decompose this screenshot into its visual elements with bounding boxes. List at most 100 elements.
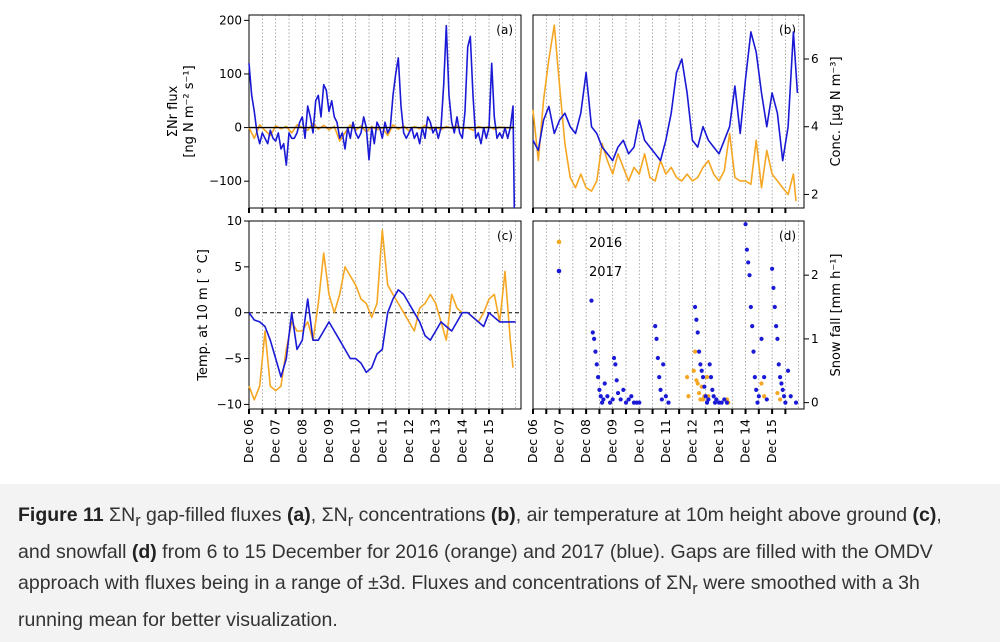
y-tick-label: −100 [209, 174, 242, 188]
scatter-point-2017 [629, 394, 634, 399]
caption-panel-a: (a) [286, 504, 311, 526]
panel-label-c: (c) [497, 229, 513, 243]
scatter-point-2017 [779, 381, 784, 386]
x-tick-label: Dec 10 [631, 419, 646, 463]
scatter-point-2017 [699, 368, 704, 373]
scatter-point-2017 [602, 381, 607, 386]
caption-panel-b: (b) [490, 504, 516, 526]
caption-sub-3: r [692, 579, 698, 598]
scatter-point-2017 [590, 330, 595, 335]
scatter-point-2017 [692, 304, 698, 310]
scatter-point-2017 [793, 400, 799, 405]
caption-text-7: from 6 to 15 December for 2016 (orange) … [18, 540, 933, 594]
series-line-2017 [532, 31, 799, 162]
x-tick-label: Dec 09 [321, 419, 336, 463]
scatter-point-2017 [785, 368, 791, 373]
scatter-point-2017 [788, 394, 793, 399]
y-tick-label: 100 [219, 67, 242, 81]
x-tick-label: Dec 11 [658, 419, 673, 463]
scatter-point-2017 [711, 394, 716, 399]
scatter-point-2016 [704, 375, 710, 380]
panel-frame-d [532, 220, 805, 410]
panel-label-a: (a) [496, 23, 513, 37]
y-axis-label: ΣNr flux [166, 85, 181, 137]
scatter-point-2017 [599, 400, 605, 405]
scatter-point-2017 [626, 397, 631, 402]
scatter-point-2016 [694, 378, 699, 383]
y-tick-label: 0 [234, 121, 242, 135]
scatter-point-2017 [593, 349, 598, 354]
panel-b: 2 4 6 (b) Conc. [µg N m⁻³] [532, 14, 844, 213]
scatter-point-2017 [708, 375, 714, 380]
scatter-point-2017 [698, 362, 703, 367]
scatter-point-2016 [762, 394, 767, 399]
x-tick-label: Dec 14 [454, 419, 469, 463]
scatter-point-2017 [780, 387, 785, 392]
caption-text-1: ΣN [103, 504, 136, 526]
series-line-2017 [248, 24, 516, 209]
legend-label-2017: 2017 [589, 265, 622, 280]
scatter-point-2017 [751, 349, 756, 354]
scatter-point-2017 [607, 400, 613, 405]
scatter-point-2017 [722, 397, 727, 402]
x-tick-label: Dec 06 [525, 419, 540, 463]
scatter-point-2017 [748, 304, 753, 310]
x-tick-label: Dec 12 [684, 419, 699, 463]
x-tick-label: Dec 07 [552, 419, 567, 463]
scatter-point-2017 [712, 400, 718, 405]
scatter-point-2017 [771, 285, 776, 291]
scatter-point-2017 [774, 324, 779, 329]
scatter-point-2017 [601, 397, 606, 402]
caption-sub-2: r [347, 511, 354, 530]
scatter-point-2017 [762, 375, 767, 380]
scatter-point-2016 [691, 368, 696, 373]
scatter-point-2017 [744, 247, 749, 252]
y-tick-label: 0 [234, 306, 242, 320]
x-tick-label: Dec 08 [578, 419, 593, 463]
scatter-point-2016 [695, 381, 700, 386]
scatter-point-2017 [663, 394, 668, 399]
scatter-point-2017 [719, 400, 724, 405]
caption-text-8: were smoothed with a 3h running mean for… [18, 571, 920, 631]
scatter-point-2017 [746, 260, 751, 265]
scatter-point-2017 [724, 400, 730, 405]
scatter-point-2017 [618, 397, 623, 402]
series-line-2017 [248, 288, 516, 378]
scatter-point-2017 [775, 336, 780, 341]
x-tick-label: Dec 14 [738, 419, 753, 463]
x-tick-label: Dec 15 [481, 419, 496, 463]
scatter-point-2017 [704, 400, 710, 405]
scatter-point-2017 [597, 387, 602, 392]
scatter-point-2017 [613, 362, 618, 367]
y-axis-label-right: Conc. [µg N m⁻³] [829, 56, 844, 166]
y-axis-label: Temp. at 10 m [ ° C] [196, 249, 211, 382]
scatter-point-2016 [684, 375, 690, 380]
scatter-point-2017 [592, 336, 597, 341]
scatter-point-2017 [776, 362, 781, 367]
caption-text-6: , and snowfall [18, 504, 942, 563]
scatter-point-2017 [653, 324, 658, 329]
scatter-point-2017 [714, 397, 719, 402]
scatter-point-2017 [777, 375, 783, 380]
scatter-point-2016 [759, 381, 764, 386]
legend-label-2016: 2016 [589, 236, 622, 251]
scatter-point-2017 [710, 387, 715, 392]
scatter-point-2017 [783, 400, 788, 405]
scatter-point-2017 [657, 375, 662, 380]
figure-caption-box: Figure 11 ΣNr gap-filled fluxes (a), ΣNr… [0, 484, 1000, 642]
y-axis-label-units: [ng N m⁻² s⁻¹] [182, 65, 197, 157]
scatter-point-2017 [611, 355, 617, 361]
scatter-point-2017 [589, 298, 594, 303]
scatter-point-2017 [772, 304, 777, 310]
series-line-2016 [532, 24, 797, 202]
caption-panel-c: (c) [912, 504, 937, 526]
x-tick-label: Dec 12 [401, 419, 416, 463]
scatter-point-2017 [610, 397, 615, 402]
scatter-point-2017 [700, 375, 706, 380]
caption-text-4: concentrations [353, 504, 491, 526]
scatter-point-2017 [743, 222, 748, 227]
y-tick-label: 1 [811, 332, 819, 346]
scatter-point-2017 [598, 394, 603, 399]
